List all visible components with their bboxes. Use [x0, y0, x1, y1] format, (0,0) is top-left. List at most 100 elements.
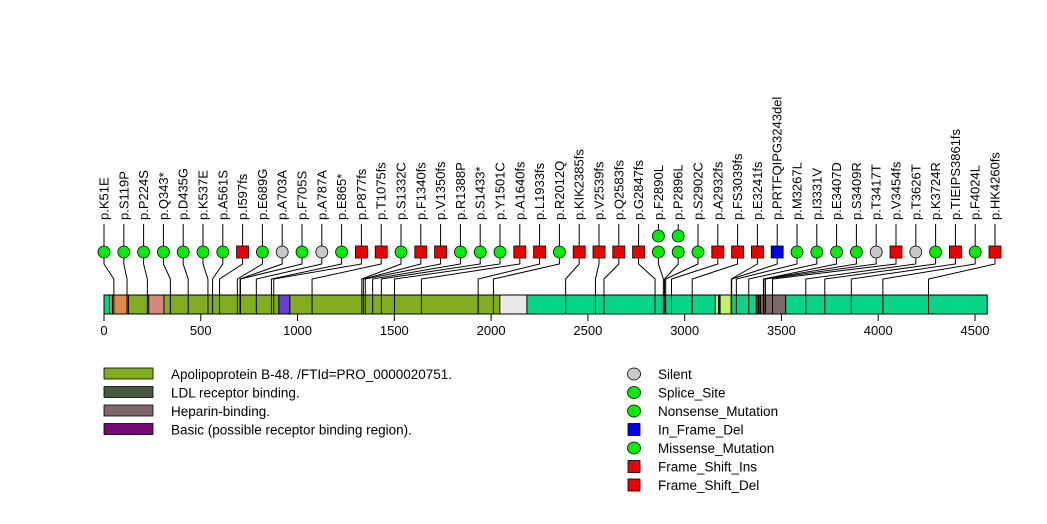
mutation-label: p.Q343* [156, 172, 171, 220]
mutation-label: p.Y1501C [493, 162, 508, 220]
mutation-label: p.M3267L [790, 162, 805, 220]
mutation-label: p.F1340fs [413, 162, 428, 220]
mutation-connector [477, 252, 541, 295]
mutation-connector [603, 252, 620, 295]
mutation-label: p.T1075fs [374, 162, 389, 220]
mutation-connector [805, 252, 917, 295]
mutation-marker-circle [295, 245, 309, 259]
mutation-connector [311, 252, 382, 295]
domain-legend-label: LDL receptor binding. [171, 386, 300, 401]
mutation-label: p.K51E [97, 177, 112, 220]
domain-legend-label: Basic (possible receptor binding region)… [171, 423, 412, 438]
position-lines [113, 295, 930, 314]
domain-region-3 [278, 294, 291, 315]
mutation-marker-circle [929, 245, 942, 259]
mutation-label: p.P2896L [671, 164, 686, 220]
mutation-label: p.G2847fs [631, 160, 646, 220]
mutation-marker-square [354, 245, 368, 259]
connector-lines [103, 224, 996, 295]
mutation-label: p.PRTFQIPG3243del [770, 97, 785, 220]
mutation-marker-circle [196, 245, 210, 259]
mutation-connector [492, 252, 560, 295]
mutation-marker-circle [176, 245, 190, 259]
mutation-label: p.HK4260fs [988, 152, 1003, 220]
mutation-marker-square [711, 245, 725, 259]
mutation-label: p.K537E [196, 170, 211, 220]
mutation-connector [162, 252, 171, 295]
mutation-marker-circle [137, 245, 151, 259]
mutation-marker-circle [968, 245, 982, 259]
mutation-connector [691, 252, 739, 295]
domain-legend-label: Apolipoprotein B-48. /FTId=PRO_000002075… [171, 367, 452, 382]
mutation-label: p.I3331V [809, 168, 824, 220]
mutation-connector [731, 252, 778, 295]
mutation-connector [103, 252, 115, 295]
mutation-legend-label: Missense_Mutation [658, 441, 774, 456]
mutation-marker-square [751, 245, 764, 259]
mutation-marker-circle [671, 229, 685, 243]
mutation-marker-circle [691, 245, 705, 259]
mutation-marker-circle [850, 245, 863, 259]
mutation-marker-circle [493, 245, 507, 259]
mutation-label: p.FS3039fs [730, 153, 745, 220]
mutation-marker-circle [790, 245, 804, 259]
mutation-marker-square [731, 245, 744, 259]
mutation-marker-square [988, 245, 1002, 259]
mutation-connector [657, 252, 664, 295]
mutation-label: p.S1332C [394, 162, 409, 220]
mutation-marker-square [374, 245, 388, 259]
domain-region-6 [718, 294, 721, 315]
mutation-connector [565, 252, 580, 295]
mutation-legend-circle-icon [627, 441, 641, 455]
mutation-marker-circle [275, 245, 289, 259]
domain-legend-swatch [103, 404, 154, 417]
mutation-label: p.S3409R [849, 162, 864, 220]
mutation-label: p.T3417T [869, 164, 884, 220]
mutation-legend-label: Frame_Shift_Ins [658, 460, 757, 475]
mutation-label: p.A1640fs [512, 161, 527, 220]
mutation-connector [730, 252, 758, 295]
mutation-labels: p.K51E p.S119P p.P224S p.Q343* p.D435G p.K537… [97, 97, 1003, 220]
mutation-marker-circle [869, 245, 883, 259]
mutation-label: p.E689G [255, 169, 270, 220]
mutation-label: p.I597fs [235, 173, 250, 220]
mutation-label: p.F705S [295, 171, 310, 220]
mutation-label: p.D435G [176, 168, 191, 220]
domain-region-4 [499, 294, 528, 315]
mutation-marker-square [434, 245, 448, 259]
mutation-label: p.Q2583fs [611, 160, 626, 220]
mutation-marker-square [632, 245, 645, 259]
x-tick-label: 3000 [670, 323, 699, 338]
mutation-label: p.A561S [215, 170, 230, 220]
mutation-label: p.V3454fs [889, 161, 904, 220]
domain-legend-swatch [103, 386, 154, 398]
domain-region-5 [714, 294, 732, 315]
mutation-label: p.T3626T [908, 164, 923, 220]
mutation-marker-square [236, 245, 250, 259]
mutation-marker-circle [216, 245, 230, 259]
mutation-legend-label: In_Frame_Del [658, 423, 744, 438]
x-tick-label: 1000 [283, 323, 312, 338]
mutation-marker-square [533, 245, 546, 259]
mutation-connector [394, 252, 501, 295]
mutation-marker-circle [810, 245, 824, 259]
mutation-label: p.A787A [314, 170, 329, 220]
mutation-label: p.E865* [334, 174, 349, 220]
x-tick-label: 2000 [477, 323, 506, 338]
domain-region-2 [148, 294, 165, 315]
mutation-label: p.A703A [275, 170, 290, 220]
mutation-label: p.K3724R [928, 162, 943, 220]
mutation-marker-square [770, 245, 784, 259]
mutation-marker-circle [473, 245, 487, 259]
mutation-marker-square [949, 245, 962, 259]
mutation-label: p.KIK2385fs [572, 149, 587, 220]
mutation-marker-circle [97, 245, 111, 259]
mutation-legend-square-icon [627, 423, 641, 436]
mutation-marker-circle [315, 245, 329, 259]
mutation-marker-circle [156, 245, 170, 259]
mutation-connector [143, 252, 148, 295]
mutation-connector [665, 252, 699, 295]
mutation-label: p.S2902C [691, 162, 706, 220]
mutation-legend-circle-icon [627, 367, 641, 381]
